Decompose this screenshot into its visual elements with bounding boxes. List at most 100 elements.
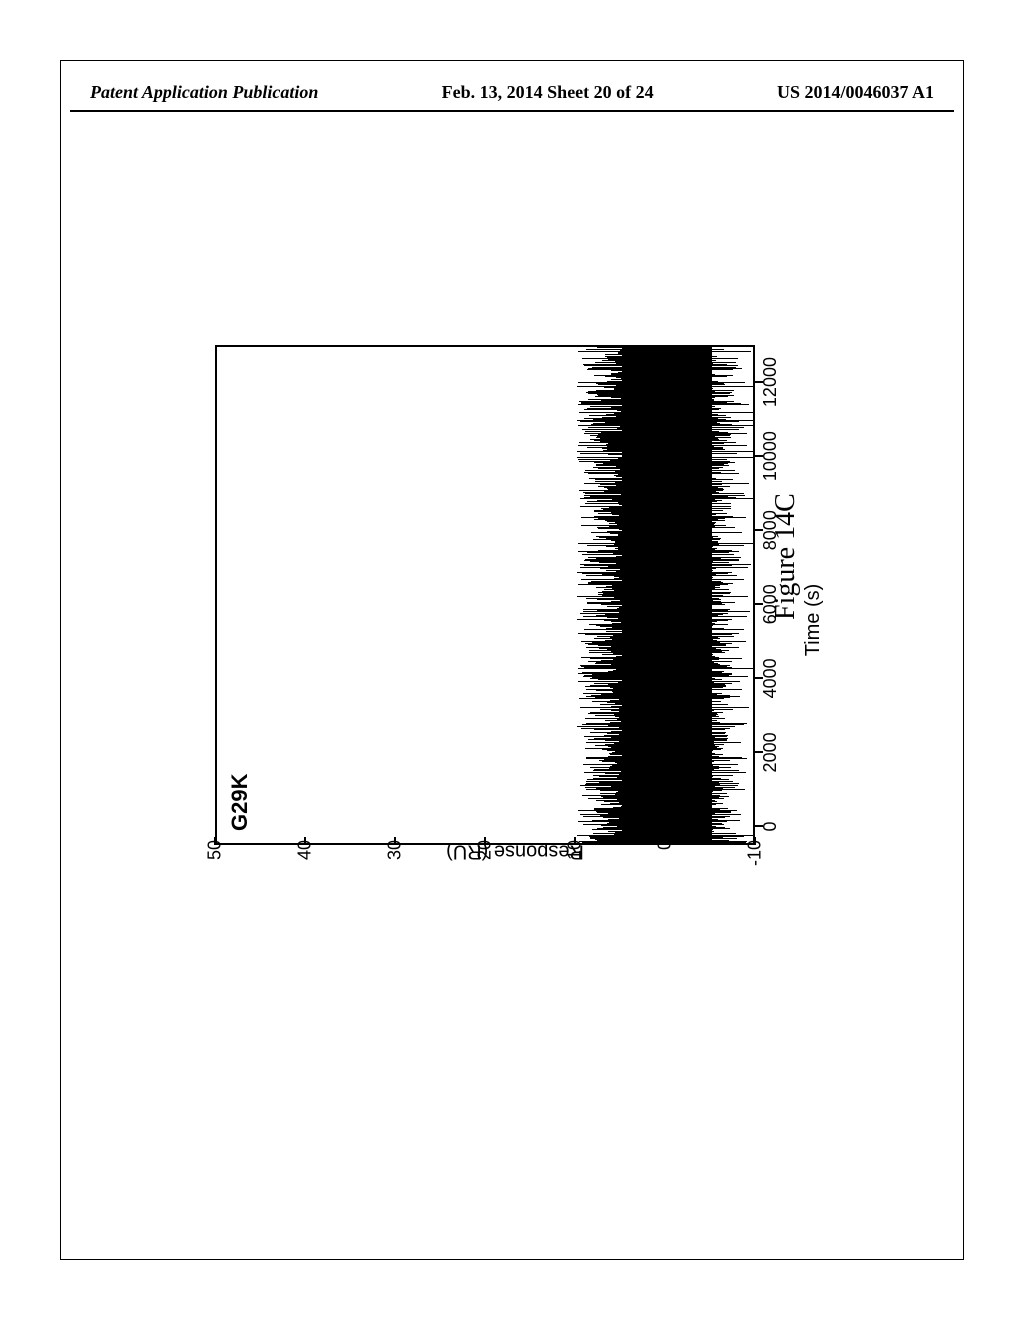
noise-spike (584, 495, 745, 496)
noise-spike (580, 707, 749, 708)
noise-spike (597, 610, 729, 611)
noise-spike (611, 731, 703, 732)
noise-spike (588, 713, 717, 714)
noise-spike (620, 426, 707, 427)
noise-spike (585, 634, 732, 635)
noise-spike (601, 432, 728, 433)
noise-spike (612, 514, 716, 515)
noise-spike (609, 523, 714, 524)
noise-spike (578, 681, 740, 682)
noise-spike (578, 551, 739, 552)
noise-spike (582, 724, 744, 725)
noise-spike (597, 394, 713, 395)
noise-spike (578, 673, 732, 674)
noise-spike (596, 625, 713, 626)
noise-spike (594, 638, 720, 639)
noise-spike (608, 813, 716, 814)
noise-spike (613, 670, 700, 671)
noise-spike (582, 573, 728, 574)
noise-spike (619, 734, 702, 735)
noise-spike (580, 814, 741, 815)
noise-spike (598, 528, 709, 529)
noise-spike (607, 488, 723, 489)
noise-spike (592, 674, 732, 675)
noise-spike (604, 487, 718, 488)
noise-spike (594, 683, 732, 684)
noise-spike (610, 533, 708, 534)
noise-spike (607, 750, 713, 751)
noise-spike (622, 366, 712, 367)
noise-spike (604, 620, 728, 621)
noise-spike (604, 491, 716, 492)
page-header: Patent Application Publication Feb. 13, … (90, 82, 934, 103)
noise-spike (608, 489, 724, 490)
noise-spike (594, 738, 728, 739)
noise-spike (589, 652, 726, 653)
noise-spike (612, 752, 700, 753)
noise-spike (621, 398, 701, 399)
noise-spike (600, 626, 709, 627)
noise-spike (590, 732, 726, 733)
noise-spike (597, 599, 721, 600)
x-tick (755, 825, 763, 827)
header-patent-number: US 2014/0046037 A1 (777, 82, 934, 103)
noise-spike (585, 503, 730, 504)
noise-spike (614, 834, 702, 835)
noise-spike (590, 712, 723, 713)
noise-spike (577, 451, 754, 452)
noise-spike (589, 624, 728, 625)
noise-spike (584, 418, 717, 419)
noise-spike (615, 541, 718, 542)
noise-spike (588, 391, 715, 392)
noise-spike (599, 760, 731, 761)
noise-spike (596, 464, 725, 465)
noise-spike (620, 350, 697, 351)
noise-spike (585, 345, 740, 346)
noise-spike (619, 530, 707, 531)
noise-spike (578, 633, 739, 634)
noise-spike (595, 396, 728, 397)
noise-spike (578, 425, 753, 426)
noise-spike (610, 722, 720, 723)
noise-spike (579, 401, 734, 402)
noise-spike (606, 586, 715, 587)
noise-spike (615, 751, 711, 752)
noise-spike (583, 609, 729, 610)
noise-spike (587, 603, 722, 604)
noise-spike (617, 428, 707, 429)
noise-spike (580, 506, 731, 507)
noise-spike (619, 708, 701, 709)
noise-spike (601, 796, 728, 797)
noise-spike (618, 458, 698, 459)
noise-spike (618, 534, 705, 535)
noise-spike (588, 739, 727, 740)
noise-spike (577, 572, 732, 573)
noise-spike (602, 574, 716, 575)
noise-spike (613, 807, 709, 808)
noise-spike (612, 765, 714, 766)
noise-spike (595, 481, 722, 482)
noise-spike (614, 389, 708, 390)
noise-spike (595, 697, 730, 698)
noise-spike (585, 493, 745, 494)
noise-spike (606, 628, 724, 629)
noise-spike (622, 348, 700, 349)
noise-spike (594, 519, 718, 520)
noise-spike (619, 577, 714, 578)
noise-spike (612, 588, 715, 589)
noise-spike (591, 695, 731, 696)
noise-spike (585, 431, 719, 432)
noise-spike (586, 742, 740, 743)
noise-spike (579, 461, 730, 462)
noise-spike (578, 445, 747, 446)
noise-spike (580, 785, 738, 786)
noise-spike (604, 735, 728, 736)
noise-spike (616, 385, 707, 386)
y-tick (574, 837, 576, 845)
noise-spike (616, 563, 703, 564)
noise-spike (589, 415, 726, 416)
noise-spike (598, 518, 725, 519)
noise-spike (608, 819, 717, 820)
noise-spike (607, 823, 722, 824)
noise-spike (602, 749, 721, 750)
